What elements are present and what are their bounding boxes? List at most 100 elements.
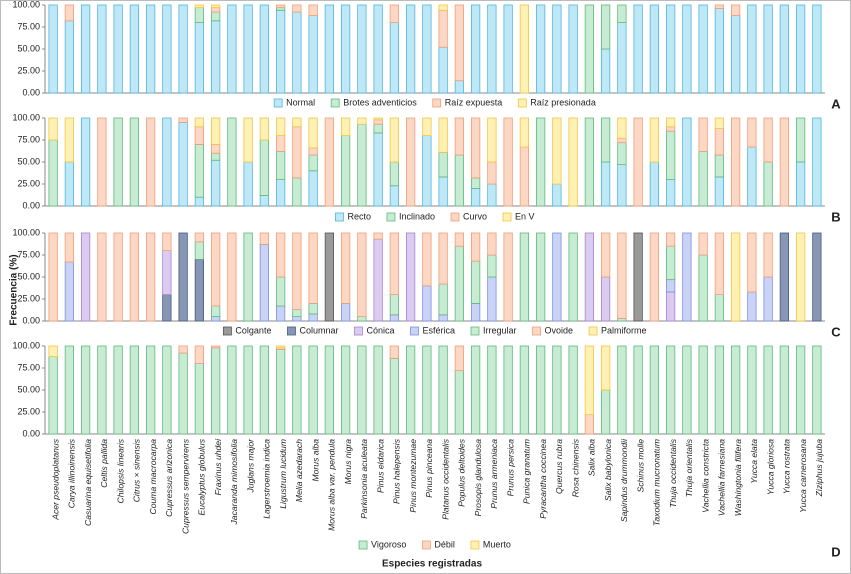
- bar-segment: [796, 345, 806, 435]
- bar-segment: [422, 285, 432, 322]
- panel-label: A: [831, 96, 841, 111]
- bar-segment: [292, 232, 302, 310]
- bar-segment: [649, 4, 660, 94]
- bar-segment: [552, 4, 562, 94]
- x-tick-label: Fraxinus uhdei: [213, 438, 223, 495]
- bar-segment: [552, 232, 562, 322]
- x-tick-label: Juglans major: [245, 438, 255, 494]
- legend-label: Inclinado: [399, 211, 435, 221]
- bar-segment: [373, 119, 383, 125]
- bar-segment: [389, 232, 399, 295]
- bar-segment: [454, 4, 464, 82]
- bar-segment: [275, 345, 286, 349]
- bar-segment: [714, 117, 725, 129]
- x-tick-label: Carya illinoinensis: [67, 438, 77, 508]
- x-tick-label: Taxodium mucronatum: [652, 439, 662, 526]
- bar-segment: [308, 154, 318, 172]
- bar-segment: [373, 238, 383, 322]
- bar-segment: [389, 117, 399, 163]
- bar-segment: [210, 7, 221, 13]
- y-tick-label: 25.00: [17, 65, 40, 75]
- bar-segment: [405, 345, 416, 435]
- bar-segment: [633, 232, 643, 322]
- bar-segment: [292, 11, 302, 94]
- bar-segment: [617, 232, 627, 319]
- bar-segment: [178, 352, 188, 435]
- bar-segment: [145, 117, 156, 207]
- bar-segment: [324, 345, 334, 435]
- y-tick-label: 75.00: [17, 249, 40, 259]
- bar-segment: [97, 232, 107, 322]
- y-tick-label: 75.00: [17, 21, 40, 31]
- y-tick-label: 0.00: [22, 87, 40, 97]
- bar-segment: [633, 4, 643, 94]
- bar-segment: [194, 117, 204, 128]
- x-tick-label: Ligustrum lucidum: [278, 439, 288, 509]
- bar-segment: [113, 232, 123, 322]
- y-tick-label: 50.00: [17, 156, 40, 166]
- bar-segment: [536, 232, 546, 322]
- bar-segment: [194, 7, 204, 23]
- bar-segment: [666, 245, 676, 281]
- bar-segment: [519, 345, 530, 435]
- bar-segment: [438, 151, 448, 178]
- bar-segment: [812, 232, 822, 322]
- bar-segment: [649, 232, 660, 322]
- bar-segment: [210, 347, 221, 435]
- bar-segment: [666, 291, 676, 322]
- bar-segment: [194, 126, 204, 145]
- bar-segment: [470, 302, 481, 322]
- bar-segment: [227, 117, 237, 207]
- bar-segment: [64, 4, 75, 22]
- x-tick-label: Melia azedarach: [294, 439, 304, 502]
- bar-segment: [178, 122, 188, 207]
- bar-segment: [113, 117, 123, 207]
- y-tick-label: 25.00: [17, 293, 40, 303]
- bar-segment: [779, 4, 790, 94]
- bar-segment: [259, 232, 269, 245]
- x-tick-label: Pinus montezumae: [408, 439, 418, 513]
- bar-segment: [81, 117, 91, 207]
- bar-segment: [81, 4, 91, 94]
- bar-segment: [340, 302, 351, 322]
- bar-segment: [812, 4, 822, 94]
- panel-label: C: [831, 324, 841, 339]
- x-tick-label: Prosopis glandulosa: [473, 439, 483, 517]
- bar-segment: [536, 4, 546, 94]
- y-tick-label: 75.00: [17, 362, 40, 372]
- legend-swatch: [358, 540, 368, 550]
- panel-label: D: [831, 544, 840, 559]
- bar-segment: [796, 161, 806, 207]
- bar-segment: [405, 117, 416, 207]
- bar-segment: [210, 11, 221, 22]
- legend-swatch: [470, 326, 480, 336]
- bar-segment: [714, 8, 725, 94]
- bar-segment: [357, 123, 367, 207]
- x-tick-label: Populus deltoides: [457, 438, 467, 507]
- bar-segment: [552, 345, 562, 435]
- bar-segment: [714, 128, 725, 156]
- bar-segment: [454, 117, 464, 156]
- legend-swatch: [422, 540, 431, 550]
- bar-segment: [714, 154, 725, 178]
- legend-label: Esférica: [422, 325, 455, 335]
- bar-segment: [601, 4, 611, 50]
- bar-segment: [568, 345, 578, 435]
- y-tick-label: 100.00: [12, 112, 40, 122]
- bar-segment: [64, 20, 75, 94]
- legend-label: Curvo: [463, 211, 487, 221]
- bar-segment: [97, 117, 107, 207]
- bar-segment: [763, 276, 773, 322]
- panel-label: B: [831, 209, 840, 224]
- bar-segment: [275, 276, 286, 307]
- y-tick-label: 100.00: [12, 227, 40, 237]
- x-tick-label: Thuja orientalis: [684, 438, 694, 497]
- bar-segment: [275, 4, 286, 9]
- bar-segment: [292, 345, 302, 435]
- bar-segment: [357, 232, 367, 317]
- bar-segment: [568, 232, 578, 322]
- bar-segment: [503, 345, 513, 435]
- bar-segment: [259, 345, 269, 435]
- bar-segment: [470, 260, 481, 304]
